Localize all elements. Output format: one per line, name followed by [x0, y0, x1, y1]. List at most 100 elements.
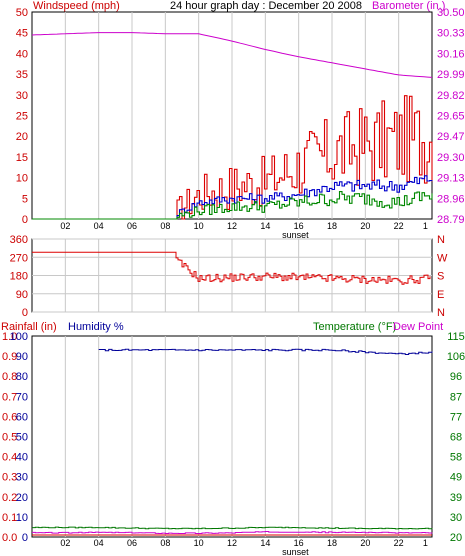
direction-compass-tick-label: S: [437, 271, 444, 283]
x-tick-label: 02: [60, 538, 70, 548]
windspeed-tick-label: 5: [22, 193, 28, 205]
x-tick-label: 08: [160, 538, 170, 548]
windspeed-axis-label: Windspeed (mph): [33, 0, 120, 12]
rain-humidity-temp-tick-labels: 0.0 0 200.110 300.220 390.330 490.440 580.550 6…: [2, 331, 465, 556]
direction-degree-tick-label: 90: [16, 289, 28, 301]
humidity-tick-label: 20: [16, 492, 28, 504]
temperature-tick-label: 58: [450, 452, 462, 464]
windspeed-tick-label: 35: [16, 69, 28, 81]
rain-humidity-temp-series: [32, 348, 433, 536]
temperature-tick-label: 49: [450, 472, 462, 484]
rainfall-tick-label: 0.6: [2, 411, 17, 423]
wind-direction-line: [32, 251, 431, 285]
wind-baro-tick-labels: 0 5 10 15 20 25 30 35 40 45 50 28.79 28.96 29.13 29.30…: [16, 7, 465, 240]
barometer-tick-label: 29.13: [437, 173, 465, 185]
wind-direction-series: [32, 251, 431, 285]
rainfall-tick-label: 0.8: [2, 371, 17, 383]
barometer-tick-label: 30.16: [437, 48, 465, 60]
barometer-tick-label: 29.65: [437, 111, 465, 123]
x-tick-label: 06: [127, 538, 137, 548]
direction-degree-tick-label: 0: [22, 307, 28, 319]
humidity-axis-label: Humidity %: [68, 321, 124, 333]
rainfall-tick-label: 0.5: [2, 432, 17, 444]
rainfall-tick-label: 0.0: [2, 532, 17, 544]
x-tick-label: 14: [260, 221, 270, 231]
windspeed-tick-label: 45: [16, 28, 28, 40]
windspeed-tick-label: 0: [22, 214, 28, 226]
windspeed-tick-label: 10: [16, 173, 28, 185]
temperature-axis-label: Temperature (°F): [313, 321, 396, 333]
wind-direction-grid: [32, 238, 432, 313]
barometer-tick-label: 29.82: [437, 90, 465, 102]
direction-degree-tick-label: 360: [10, 234, 28, 246]
direction-compass-tick-label: N: [437, 307, 445, 319]
rainfall-tick-label: 0.1: [2, 512, 17, 524]
windspeed-tick-label: 30: [16, 90, 28, 102]
x-tick-label: 04: [94, 538, 104, 548]
windspeed-tick-label: 20: [16, 131, 28, 143]
temperature-line: [32, 526, 433, 530]
sunset-label: sunset: [282, 547, 309, 556]
rainfall-tick-label: 0.3: [2, 472, 17, 484]
x-tick-label-end: 1: [423, 538, 428, 548]
humidity-tick-label: 50: [16, 432, 28, 444]
wind-baro-series: [31, 32, 433, 220]
humidity-tick-label: 40: [16, 452, 28, 464]
temperature-tick-label: 115: [447, 331, 465, 343]
x-tick-label: 20: [360, 221, 370, 231]
direction-compass-tick-label: W: [437, 252, 448, 264]
wind-avg-line: [32, 191, 433, 220]
sunset-label: sunset: [282, 230, 309, 240]
x-tick-label: 08: [160, 221, 170, 231]
rainfall-tick-label: 0.4: [2, 452, 17, 464]
temperature-tick-label: 68: [450, 432, 462, 444]
temperature-tick-label: 77: [450, 411, 462, 423]
x-tick-label: 02: [60, 221, 70, 231]
rainfall-axis-label: Rainfall (in): [1, 321, 57, 333]
humidity-tick-label: 0: [22, 532, 28, 544]
humidity-tick-label: 80: [16, 371, 28, 383]
barometer-tick-label: 30.50: [437, 7, 465, 19]
x-tick-label: 04: [94, 221, 104, 231]
rainfall-tick-label: 0.2: [2, 492, 17, 504]
graph-title: 24 hour graph day : December 20 2008: [170, 0, 362, 12]
temperature-tick-label: 30: [450, 512, 462, 524]
humidity-tick-label: 30: [16, 472, 28, 484]
x-tick-label-end: 1: [423, 221, 428, 231]
humidity-tick-label: 70: [16, 391, 28, 403]
x-tick-label: 14: [260, 538, 270, 548]
direction-compass-tick-label: N: [437, 234, 445, 246]
windspeed-tick-label: 40: [16, 48, 28, 60]
direction-compass-tick-label: E: [437, 289, 444, 301]
temperature-tick-label: 39: [450, 492, 462, 504]
temperature-tick-label: 96: [450, 371, 462, 383]
barometer-tick-label: 30.33: [437, 28, 465, 40]
temperature-tick-label: 106: [447, 351, 465, 363]
x-tick-label: 22: [394, 221, 404, 231]
humidity-tick-label: 60: [16, 411, 28, 423]
humidity-line: [98, 348, 433, 355]
barometer-tick-label: 28.96: [437, 193, 465, 205]
temperature-tick-label: 20: [450, 532, 462, 544]
barometer-tick-label: 28.79: [437, 214, 465, 226]
rain-humidity-temp-grid: [64, 336, 400, 537]
x-tick-label: 12: [227, 221, 237, 231]
x-tick-label: 12: [227, 538, 237, 548]
rainfall-tick-label: 0.9: [2, 351, 17, 363]
humidity-tick-label: 100: [10, 331, 28, 343]
barometer-tick-label: 29.30: [437, 152, 465, 164]
x-tick-label: 22: [394, 538, 404, 548]
humidity-tick-label: 10: [16, 512, 28, 524]
windspeed-tick-label: 15: [16, 152, 28, 164]
barometer-tick-label: 29.99: [437, 69, 465, 81]
x-tick-label: 10: [194, 221, 204, 231]
temperature-tick-label: 87: [450, 391, 462, 403]
x-tick-label: 20: [360, 538, 370, 548]
wind-direction-tick-labels: 360 N 270 W 180 S 90 E 0 N: [10, 234, 448, 319]
x-tick-label: 16: [294, 221, 304, 231]
barometer-line: [31, 32, 433, 78]
windspeed-tick-label: 50: [16, 7, 28, 19]
x-tick-label: 06: [127, 221, 137, 231]
x-tick-label: 16: [294, 538, 304, 548]
